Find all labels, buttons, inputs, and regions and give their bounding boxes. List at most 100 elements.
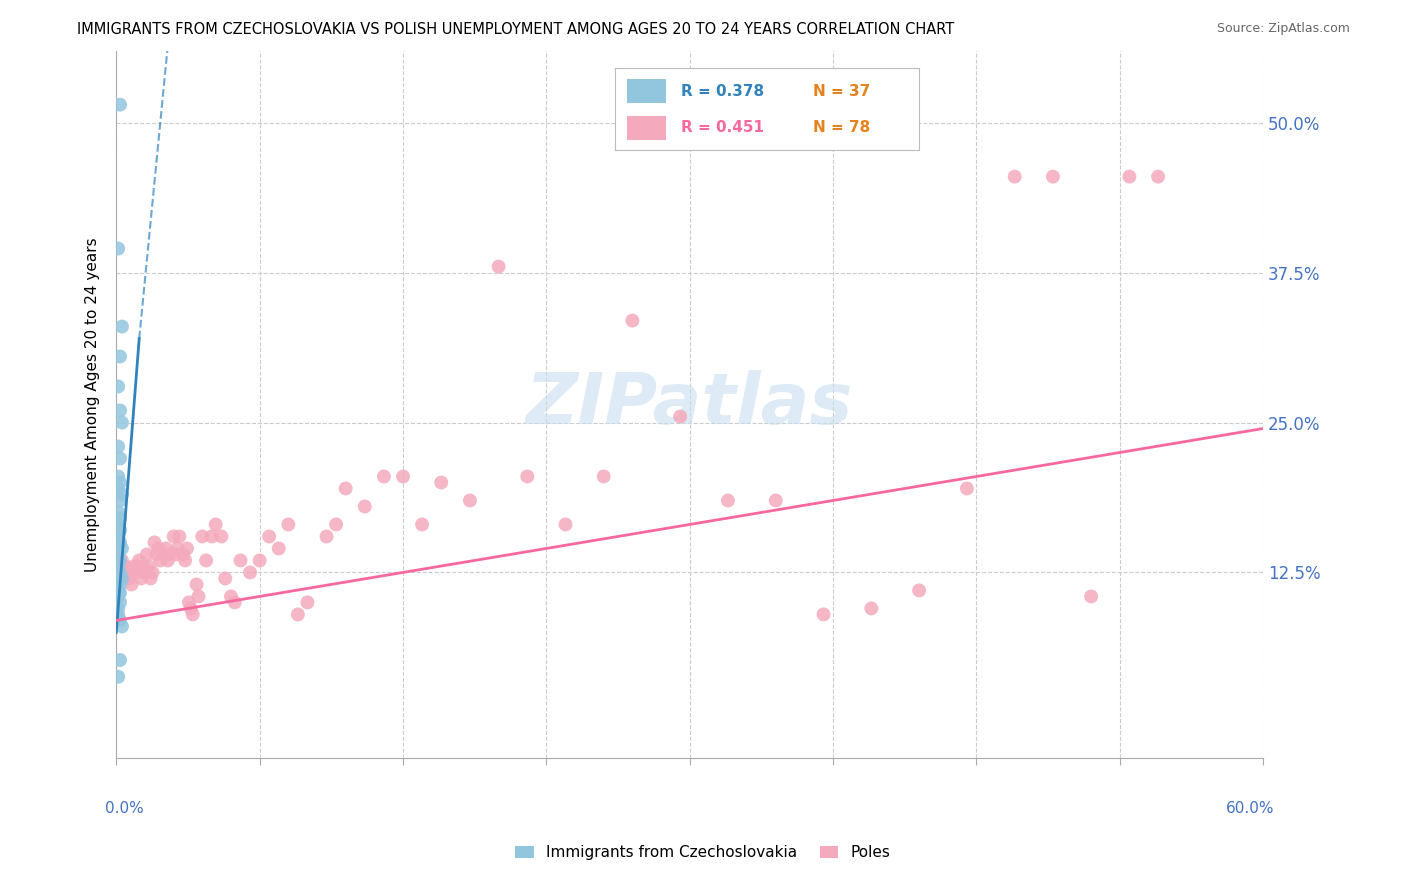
- Point: [813, 607, 835, 622]
- Point: [155, 541, 177, 556]
- Point: [229, 553, 252, 567]
- Point: [187, 590, 209, 604]
- Text: Source: ZipAtlas.com: Source: ZipAtlas.com: [1216, 22, 1350, 36]
- Point: [108, 535, 131, 549]
- Point: [516, 469, 538, 483]
- Point: [111, 319, 134, 334]
- Point: [325, 517, 347, 532]
- Point: [717, 493, 740, 508]
- Text: IMMIGRANTS FROM CZECHOSLOVAKIA VS POLISH UNEMPLOYMENT AMONG AGES 20 TO 24 YEARS : IMMIGRANTS FROM CZECHOSLOVAKIA VS POLISH…: [77, 22, 955, 37]
- Point: [201, 529, 224, 543]
- Point: [108, 350, 131, 364]
- Point: [153, 548, 176, 562]
- Point: [111, 553, 134, 567]
- Point: [156, 553, 179, 567]
- Point: [129, 571, 152, 585]
- Point: [765, 493, 787, 508]
- Point: [107, 242, 129, 256]
- Point: [430, 475, 453, 490]
- Point: [111, 619, 134, 633]
- Point: [621, 313, 644, 327]
- Point: [177, 595, 200, 609]
- Y-axis label: Unemployment Among Ages 20 to 24 years: Unemployment Among Ages 20 to 24 years: [86, 237, 100, 572]
- Text: ZIPatlas: ZIPatlas: [526, 370, 853, 439]
- Point: [1004, 169, 1026, 184]
- Point: [195, 553, 218, 567]
- Point: [1147, 169, 1170, 184]
- Point: [392, 469, 415, 483]
- Point: [908, 583, 931, 598]
- Point: [107, 590, 129, 604]
- Point: [108, 97, 131, 112]
- Point: [108, 566, 131, 580]
- Point: [191, 529, 214, 543]
- Point: [169, 529, 191, 543]
- Point: [172, 548, 194, 562]
- Point: [139, 571, 162, 585]
- Point: [134, 566, 156, 580]
- Point: [132, 559, 155, 574]
- Point: [108, 451, 131, 466]
- Point: [165, 548, 187, 562]
- Point: [176, 541, 198, 556]
- Point: [335, 482, 357, 496]
- Point: [111, 416, 134, 430]
- Point: [122, 559, 145, 574]
- Point: [108, 586, 131, 600]
- Point: [373, 469, 395, 483]
- Point: [138, 559, 160, 574]
- Point: [142, 566, 165, 580]
- Point: [186, 577, 208, 591]
- Point: [108, 524, 131, 538]
- Point: [107, 469, 129, 483]
- Point: [956, 482, 979, 496]
- Point: [174, 553, 197, 567]
- Point: [257, 529, 280, 543]
- Point: [107, 601, 129, 615]
- Point: [145, 548, 167, 562]
- Point: [353, 500, 375, 514]
- Point: [108, 553, 131, 567]
- Point: [107, 559, 129, 574]
- Point: [107, 607, 129, 622]
- Point: [315, 529, 337, 543]
- Point: [860, 601, 883, 615]
- Point: [107, 548, 129, 562]
- Point: [224, 595, 246, 609]
- Point: [107, 482, 129, 496]
- Point: [458, 493, 481, 508]
- Point: [249, 553, 271, 567]
- Point: [219, 590, 242, 604]
- Point: [143, 535, 166, 549]
- Point: [214, 571, 236, 585]
- Point: [411, 517, 433, 532]
- Point: [107, 440, 129, 454]
- Point: [159, 548, 181, 562]
- Point: [107, 506, 129, 520]
- Point: [297, 595, 319, 609]
- Point: [108, 403, 131, 417]
- Point: [239, 566, 262, 580]
- Point: [149, 553, 172, 567]
- Point: [162, 529, 184, 543]
- Point: [180, 601, 202, 615]
- Point: [118, 571, 141, 585]
- Point: [108, 614, 131, 628]
- Point: [108, 653, 131, 667]
- Point: [117, 566, 139, 580]
- Point: [114, 559, 136, 574]
- Point: [181, 607, 204, 622]
- Point: [121, 577, 143, 591]
- Point: [111, 571, 134, 585]
- Point: [554, 517, 576, 532]
- Point: [127, 559, 149, 574]
- Point: [111, 541, 134, 556]
- Point: [488, 260, 510, 274]
- Point: [108, 595, 131, 609]
- Point: [124, 566, 146, 580]
- Point: [204, 517, 226, 532]
- Point: [107, 517, 129, 532]
- Point: [108, 475, 131, 490]
- Point: [107, 379, 129, 393]
- Point: [148, 541, 170, 556]
